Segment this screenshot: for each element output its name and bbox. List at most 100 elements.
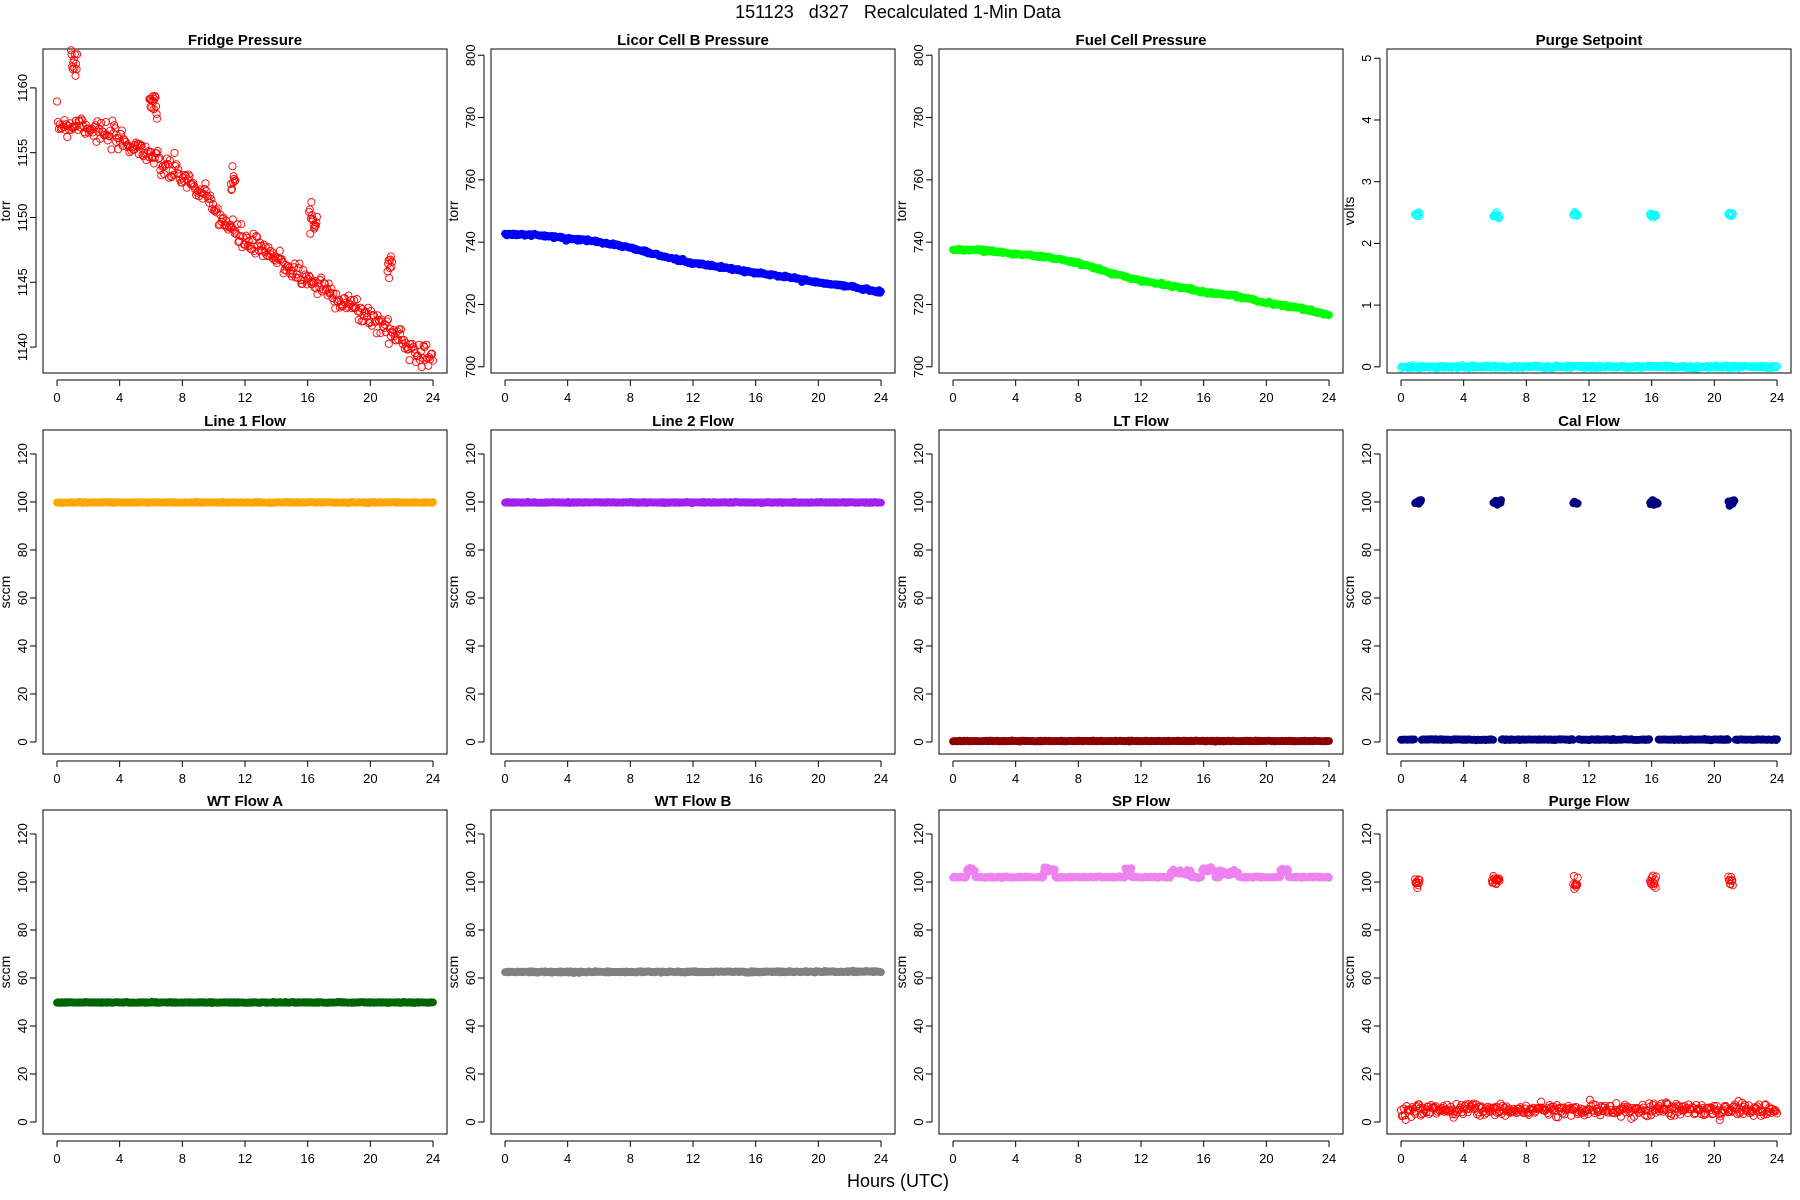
y-tick-label: 20 [463,687,478,701]
x-tick-label: 12 [1134,771,1148,786]
y-tick-label: 20 [15,687,30,701]
data-point [1653,499,1662,508]
data-point [279,269,288,278]
data-point [877,498,885,507]
x-axis: 0 4 8 12 16 20 24 [501,379,888,405]
data-point [207,195,216,204]
y-tick-label: 100 [911,871,926,893]
data-series [53,497,437,508]
data-point [387,327,396,336]
y-tick-label: 60 [15,971,30,985]
data-point [137,141,146,150]
data-point [142,155,151,165]
y-tick-label: 0 [463,1118,478,1125]
x-tick-label: 0 [501,771,508,786]
y-tick-label: 100 [15,871,30,893]
data-point [301,270,310,279]
data-point [170,148,179,157]
data-series [501,229,885,297]
data-point [167,173,176,182]
x-tick-label: 12 [1134,390,1148,405]
data-point [384,339,393,348]
data-point [145,153,154,162]
data-point [228,215,237,224]
x-tick-label: 24 [874,390,888,405]
data-point [324,279,333,288]
panel-title: WT Flow A [207,793,283,810]
data-series [501,497,885,508]
panel-title: Licor Cell B Pressure [617,32,769,49]
data-point [295,259,304,268]
data-point [210,207,219,216]
panel-title: Purge Setpoint [1536,32,1643,49]
x-tick-label: 0 [949,390,956,405]
data-point [386,252,395,261]
data-point [383,315,392,324]
y-tick-label: 40 [463,1019,478,1033]
data-point [103,136,112,145]
y-tick-label: 100 [463,491,478,513]
data-point [278,257,287,266]
x-tick-label: 16 [1644,771,1658,786]
panel-title: SP Flow [1112,793,1170,810]
x-tick-label: 20 [1259,771,1273,786]
figure-title: 151123 d327 Recalculated 1-Min Data [735,2,1062,22]
y-axis-label: sccm [893,956,909,989]
y-tick-label: 120 [911,823,926,845]
y-tick-label: 800 [911,44,926,66]
x-tick-label: 24 [426,390,440,405]
x-tick-label: 12 [1134,1151,1148,1166]
x-tick-label: 8 [627,390,634,405]
data-point [1050,865,1059,874]
data-point [97,118,106,127]
data-point [227,185,236,194]
x-tick-label: 4 [116,1151,123,1166]
data-point [387,262,396,272]
y-tick-label: 60 [1359,591,1374,605]
data-point [323,291,332,300]
data-point [172,160,181,169]
data-point [70,50,79,59]
y-tick-label: 2 [1359,240,1374,247]
data-point [344,291,353,300]
x-tick-label: 16 [748,1151,762,1166]
data-point [266,246,275,255]
x-tick-label: 12 [686,771,700,786]
x-tick-label: 4 [1460,771,1467,786]
data-point [325,289,334,298]
y-tick-label: 4 [1359,116,1374,123]
y-tick-label: 80 [15,543,30,557]
x-tick-label: 20 [1707,390,1721,405]
data-point [387,257,397,266]
x-tick-label: 12 [1582,390,1596,405]
x-tick-label: 8 [1523,390,1530,405]
data-point [119,135,128,144]
y-tick-label: 720 [463,294,478,316]
data-point [1127,864,1136,872]
panel-title: WT Flow B [655,793,732,810]
y-tick-label: 780 [911,107,926,129]
panel-title: Cal Flow [1558,413,1620,430]
x-tick-label: 0 [949,771,956,786]
panel-title: Line 2 Flow [652,413,734,430]
y-axis-label: sccm [1341,576,1357,609]
data-point [1573,499,1582,508]
data-point [245,241,254,250]
data-point [231,176,240,185]
x-tick-label: 12 [686,1151,700,1166]
data-point [154,154,163,163]
data-point [1417,496,1425,504]
data-point [292,270,301,279]
y-axis-label: torr [445,200,461,221]
data-point [71,71,80,80]
x-tick-label: 20 [363,771,377,786]
y-tick-label: 40 [15,639,30,653]
panel-title: LT Flow [1113,413,1169,430]
y-tick-label: 1150 [15,203,30,231]
y-tick-label: 80 [1359,543,1374,557]
data-point [307,211,317,220]
data-point [88,128,97,137]
data-point [307,198,316,207]
x-tick-label: 4 [116,771,123,786]
